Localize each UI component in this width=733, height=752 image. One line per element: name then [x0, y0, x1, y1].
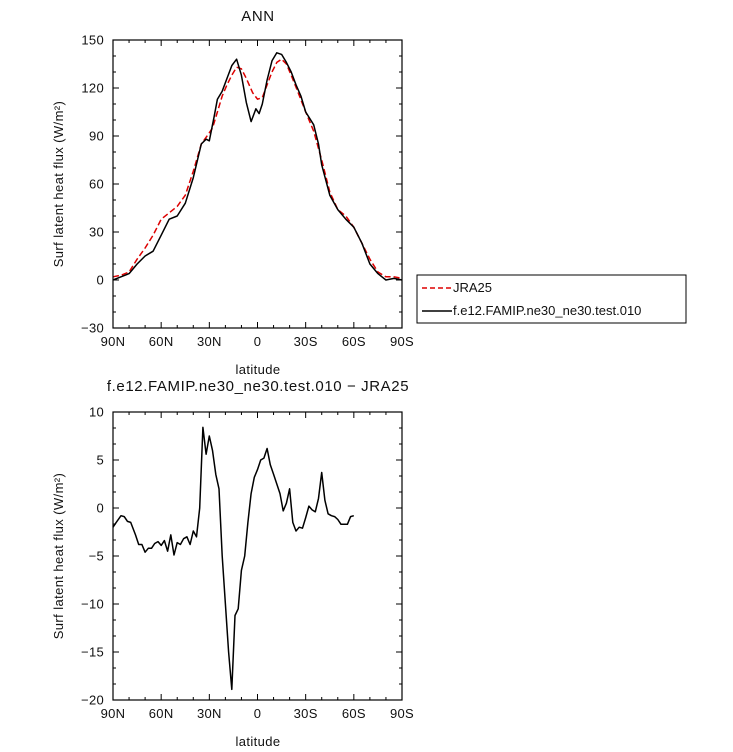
panel2-xlabel: latitude	[235, 734, 280, 749]
panel1-lines	[112, 52, 403, 281]
panel1-series-f-e12-famip-ne30-ne30-test-010	[112, 52, 403, 281]
panel1-xlabel: latitude	[235, 362, 280, 377]
panel-annual-mean: ANN Surf latent heat flux (W/m²) latitud…	[51, 8, 414, 377]
panel1-ylabel: Surf latent heat flux (W/m²)	[51, 101, 66, 268]
legend: JRA25 f.e12.FAMIP.ne30_ne30.test.010	[416, 274, 687, 324]
legend-box	[416, 274, 687, 324]
panel2-xtick-label: 90N	[101, 706, 126, 721]
panel1-xtick-label: 60N	[149, 334, 174, 349]
panel2-ytick-label: 10	[89, 405, 104, 420]
panel1-ytick-label: 150	[81, 33, 104, 48]
panel2-xtick-label: 0	[254, 706, 262, 721]
panel1-xtick-label: 60S	[342, 334, 366, 349]
panel1-ytick-label: −30	[81, 321, 104, 336]
panel2-xtick-label: 90S	[390, 706, 414, 721]
panel1-xtick-label: 90N	[101, 334, 126, 349]
panel-difference: f.e12.FAMIP.ne30_ne30.test.010 − JRA25 S…	[51, 378, 414, 749]
panel1-ytick-label: 90	[89, 129, 104, 144]
panel2-ytick-label: −20	[81, 693, 104, 708]
panel1-title: ANN	[241, 8, 274, 25]
panel1-xtick-label: 30S	[294, 334, 318, 349]
panel2-xtick-label: 30N	[197, 706, 222, 721]
legend-label-jra25: JRA25	[453, 280, 492, 295]
panel2-lines	[112, 426, 355, 691]
panel1-xtick-label: 90S	[390, 334, 414, 349]
panel1-frame	[112, 39, 403, 329]
panel2-ytick-label: −15	[81, 645, 104, 660]
panel2-ytick-label: −10	[81, 597, 104, 612]
panel1-series-jra25	[112, 58, 403, 280]
panel2-title: f.e12.FAMIP.ne30_ne30.test.010 − JRA25	[107, 378, 409, 395]
panel2-ytick-label: −5	[89, 549, 104, 564]
panel2-ylabel: Surf latent heat flux (W/m²)	[51, 473, 66, 640]
panel2-xtick-label: 60N	[149, 706, 174, 721]
legend-label-model: f.e12.FAMIP.ne30_ne30.test.010	[453, 303, 641, 318]
panel2-ytick-label: 5	[96, 453, 104, 468]
panel2-series-difference	[112, 426, 355, 691]
panel1-ytick-label: 30	[89, 225, 104, 240]
panel1-xtick-label: 30N	[197, 334, 222, 349]
panel1-ytick-label: 0	[96, 273, 104, 288]
panel2-ytick-label: 0	[96, 501, 104, 516]
panel2-xtick-label: 60S	[342, 706, 366, 721]
panel2-frame	[112, 411, 403, 701]
panel2-xtick-label: 30S	[294, 706, 318, 721]
panel1-ytick-label: 60	[89, 177, 104, 192]
panel2-axes: 90N 60N 30N 0 30S 60S 90S −20 −15 −10 −5 0 5 10	[81, 405, 414, 722]
panel1-axes: 90N 60N 30N 0 30S 60S 90S −30 0 30 60 90 120 150	[81, 33, 414, 350]
panel1-ytick-label: 120	[81, 81, 104, 96]
panel1-xtick-label: 0	[254, 334, 262, 349]
